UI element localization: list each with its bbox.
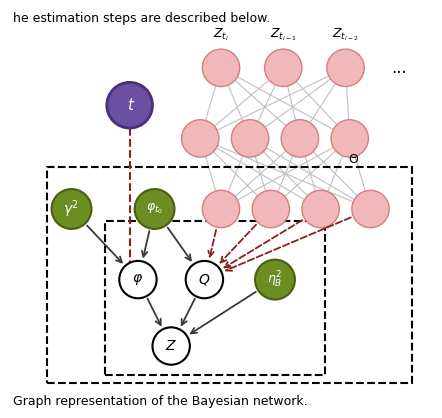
Circle shape [255,260,295,300]
Text: $Q$: $Q$ [198,272,210,287]
Circle shape [331,120,368,157]
Circle shape [281,120,319,157]
Text: $\varphi$: $\varphi$ [133,272,144,287]
Circle shape [202,190,240,228]
Circle shape [265,49,302,87]
Circle shape [186,261,223,298]
Text: $Z$: $Z$ [165,339,177,353]
Circle shape [52,189,91,229]
Circle shape [152,327,190,365]
Circle shape [352,190,389,228]
Circle shape [107,82,152,128]
Text: Graph representation of the Bayesian network.: Graph representation of the Bayesian net… [13,395,308,408]
Circle shape [202,49,240,87]
Text: he estimation steps are described below.: he estimation steps are described below. [13,12,271,25]
Circle shape [182,120,219,157]
Circle shape [252,190,290,228]
Circle shape [302,190,339,228]
Text: ...: ... [392,59,408,77]
Circle shape [119,261,156,298]
Text: $\varphi_{t_0}$: $\varphi_{t_0}$ [146,202,163,216]
Text: $Z_{t_{i-1}}$: $Z_{t_{i-1}}$ [270,26,297,43]
Text: $\gamma^2$: $\gamma^2$ [64,198,80,220]
Circle shape [327,49,364,87]
Text: $Z_{t_i}$: $Z_{t_i}$ [213,26,229,43]
Circle shape [135,189,175,229]
Circle shape [231,120,269,157]
Text: $\Theta$: $\Theta$ [348,153,359,166]
Text: $\eta_B^2$: $\eta_B^2$ [267,270,283,290]
Text: t: t [127,98,133,113]
Text: $Z_{t_{i-2}}$: $Z_{t_{i-2}}$ [332,26,359,43]
